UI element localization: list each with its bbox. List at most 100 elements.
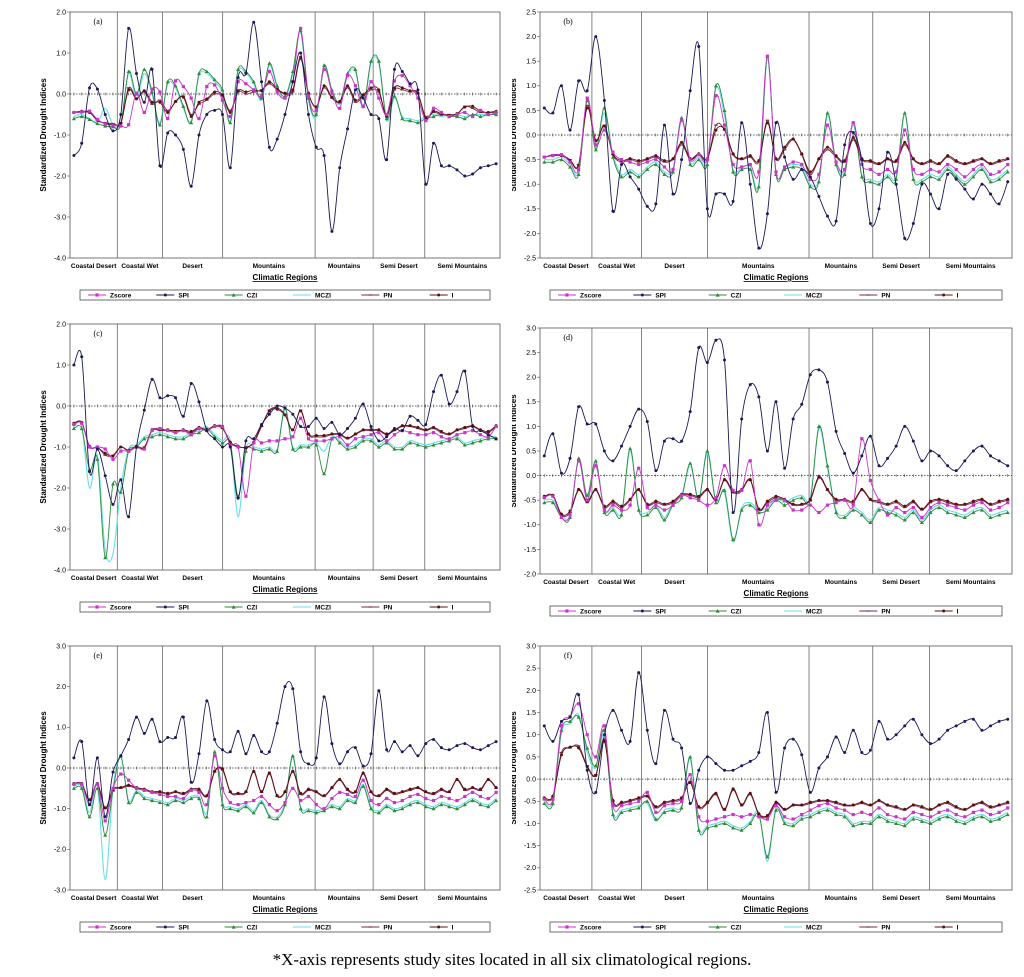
data-point xyxy=(980,501,984,505)
data-point xyxy=(361,764,365,768)
data-point xyxy=(119,122,123,126)
data-point xyxy=(748,167,753,172)
series-spi xyxy=(542,35,1010,250)
region-label: Coastal Wet xyxy=(598,895,636,902)
y-tick-label: 2.0 xyxy=(56,9,66,16)
chart-svg: -2.0 -1.5 -1.0 -0.5 0.0 0.5 1.0 1.5 2.0 2.5 3.0 (d)… xyxy=(512,325,1013,617)
data-point xyxy=(551,432,555,436)
x-axis-label: Climatic Regions xyxy=(253,273,318,282)
y-tick-label: 2.0 xyxy=(56,321,66,328)
data-point xyxy=(400,750,404,754)
data-point xyxy=(275,439,279,443)
data-point xyxy=(748,812,752,817)
data-point xyxy=(345,792,350,797)
data-point xyxy=(189,796,194,801)
data-point xyxy=(705,487,709,491)
data-point xyxy=(463,425,467,429)
data-point xyxy=(688,496,692,500)
data-point xyxy=(275,83,280,88)
data-point xyxy=(962,821,967,826)
data-point xyxy=(228,109,233,111)
data-point xyxy=(868,159,872,163)
data-point xyxy=(937,737,941,741)
region-label: Mountains xyxy=(328,895,361,902)
data-point xyxy=(696,157,701,162)
data-point xyxy=(989,454,993,458)
region-label: Semi Mountains xyxy=(946,579,996,586)
data-point xyxy=(486,112,490,117)
data-point xyxy=(602,128,606,132)
legend-entry: I xyxy=(452,292,454,299)
data-point xyxy=(620,800,624,804)
data-point xyxy=(946,800,950,804)
data-point xyxy=(126,69,131,74)
data-point xyxy=(283,113,287,116)
data-point xyxy=(181,147,185,151)
data-point xyxy=(384,116,389,121)
data-point xyxy=(252,769,256,773)
data-point xyxy=(842,814,847,819)
data-point xyxy=(628,739,632,743)
data-point xyxy=(71,116,76,121)
x-axis-label: Climatic Regions xyxy=(744,589,809,598)
data-point xyxy=(662,165,667,169)
data-point xyxy=(447,748,451,752)
legend-marker xyxy=(942,293,946,297)
data-point xyxy=(568,719,573,724)
data-point xyxy=(1006,717,1010,721)
data-point xyxy=(486,744,490,748)
data-point xyxy=(963,502,967,506)
data-point xyxy=(236,791,240,795)
data-point xyxy=(868,497,872,501)
data-point xyxy=(165,434,170,439)
data-point xyxy=(306,808,311,813)
data-point xyxy=(455,114,459,119)
data-point xyxy=(619,804,624,808)
data-point xyxy=(637,407,641,411)
data-point xyxy=(671,169,676,174)
data-point xyxy=(290,753,295,758)
y-tick-label: -3.0 xyxy=(54,526,66,533)
panel-label: (f) xyxy=(564,651,572,660)
data-point xyxy=(954,812,958,817)
data-point xyxy=(868,434,872,438)
data-point xyxy=(322,154,326,157)
data-point xyxy=(722,123,727,127)
region-label: Mountains xyxy=(742,895,775,902)
data-point xyxy=(330,90,334,94)
y-tick-label: 2.5 xyxy=(526,9,536,16)
data-point xyxy=(158,99,162,101)
data-point xyxy=(662,439,666,443)
data-point xyxy=(619,508,624,512)
legend-entry: I xyxy=(452,604,454,611)
data-point xyxy=(799,495,804,500)
data-point xyxy=(585,746,590,750)
data-point xyxy=(213,424,217,429)
data-point xyxy=(314,790,318,794)
data-point xyxy=(494,798,499,803)
region-label: Mountains xyxy=(825,579,858,586)
data-point xyxy=(594,487,598,491)
region-label: Coastal Desert xyxy=(543,895,589,902)
data-point xyxy=(843,143,847,147)
data-point xyxy=(377,428,381,432)
data-point xyxy=(860,487,864,491)
data-point xyxy=(189,433,193,437)
data-point xyxy=(369,113,373,116)
data-point xyxy=(980,728,984,732)
data-point xyxy=(455,806,459,811)
data-point xyxy=(471,172,475,176)
data-point xyxy=(903,510,907,515)
plot-frame xyxy=(539,327,1013,575)
data-point xyxy=(416,792,420,797)
data-point xyxy=(142,408,146,412)
data-point xyxy=(329,804,334,809)
data-point xyxy=(189,115,193,119)
data-point xyxy=(377,88,381,92)
data-point xyxy=(886,737,890,741)
data-point xyxy=(800,502,804,506)
data-point xyxy=(937,803,941,807)
legend-marker xyxy=(95,605,99,609)
data-point xyxy=(88,803,92,807)
data-point xyxy=(757,395,761,399)
